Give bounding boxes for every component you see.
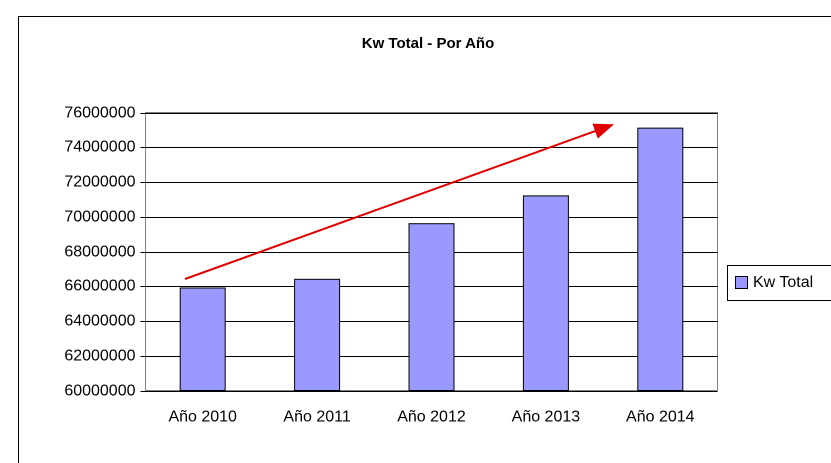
bar (179, 287, 226, 391)
x-tick-label: Año 2014 (626, 409, 695, 426)
bar (522, 195, 569, 391)
legend-swatch (735, 276, 748, 289)
y-tick-label: 70000000 (64, 209, 135, 226)
legend-label: Kw Total (753, 274, 813, 291)
y-tick-label: 62000000 (64, 348, 135, 365)
chart-title: Kw Total - Por Año (362, 35, 495, 52)
y-tick-label: 60000000 (64, 383, 135, 400)
x-tick-label: Año 2013 (512, 409, 581, 426)
y-tick-label: 68000000 (64, 244, 135, 261)
x-tick-label: Año 2011 (283, 409, 350, 426)
bar (637, 127, 684, 391)
y-tick-label: 64000000 (64, 313, 135, 330)
y-tick-label: 72000000 (64, 174, 135, 191)
x-tick-label: Año 2010 (168, 409, 237, 426)
y-tick-label: 74000000 (64, 139, 135, 156)
marks: 60000000 62000000 64000000 66000000 68000000… (64, 105, 718, 426)
x-tick-label: Año 2012 (397, 409, 466, 426)
y-tick-label: 66000000 (64, 278, 135, 295)
bar (408, 223, 455, 391)
trend-arrow (184, 123, 614, 280)
bar (294, 278, 341, 391)
y-tick-label: 76000000 (64, 105, 135, 122)
